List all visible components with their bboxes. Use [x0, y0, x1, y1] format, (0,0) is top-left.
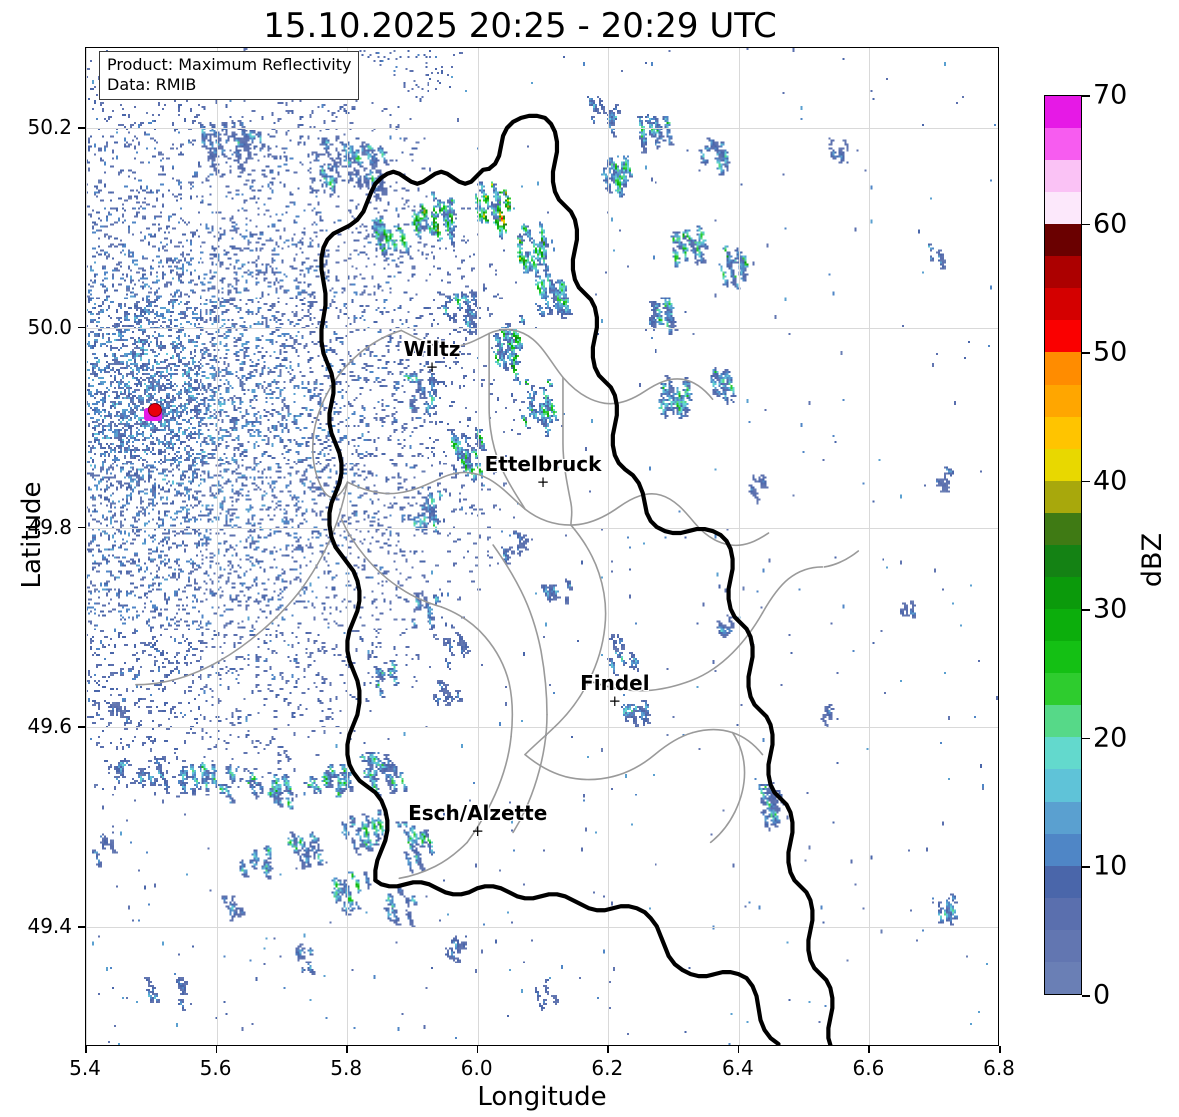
colorbar-band — [1045, 127, 1081, 160]
y-tick-mark — [78, 926, 85, 928]
colorbar-gradient-strip — [1045, 95, 1081, 994]
x-tick-mark — [737, 1046, 740, 1053]
x-tick-label: 6.6 — [852, 1056, 885, 1080]
gridline-horizontal — [86, 727, 998, 728]
map-canvas-inner: Wiltz + Ettelbruck + Findel + Esch/Alzette + — [86, 48, 998, 1045]
colorbar-band — [1045, 705, 1081, 738]
gridline-horizontal — [86, 128, 998, 129]
y-tick-mark — [78, 326, 85, 329]
colorbar-band — [1045, 512, 1081, 545]
y-tick-label: 50.0 — [27, 314, 72, 339]
gridline-vertical — [347, 48, 348, 1045]
colorbar-tick-label: 0 — [1093, 979, 1111, 1011]
colorbar-band — [1045, 576, 1081, 610]
x-tick-label: 6.0 — [460, 1056, 493, 1080]
x-tick-mark — [215, 1046, 218, 1053]
figure-title: 15.10.2025 20:25 - 20:29 UTC — [263, 6, 777, 46]
colorbar-tick-label: 10 — [1093, 850, 1128, 882]
x-tick-mark — [868, 1046, 871, 1053]
colorbar-band — [1045, 737, 1081, 770]
colorbar-tick-mark — [1082, 95, 1090, 97]
map-plot-area[interactable]: Wiltz + Ettelbruck + Findel + Esch/Alzette + — [85, 47, 999, 1046]
y-tick-label: 49.8 — [27, 514, 72, 539]
y-axis-label: Latitude — [17, 481, 47, 589]
colorbar-band — [1045, 288, 1081, 321]
colorbar-band — [1045, 192, 1081, 225]
colorbar-band — [1045, 609, 1081, 642]
x-tick-label: 6.2 — [591, 1056, 624, 1080]
colorbar-tick-mark — [1082, 352, 1090, 354]
colorbar-band — [1045, 352, 1081, 385]
colorbar-tick-mark — [1082, 995, 1090, 997]
x-tick-mark — [999, 1046, 1001, 1053]
info-data-line: Data: RMIB — [107, 75, 197, 94]
gridline-horizontal — [86, 328, 998, 329]
colorbar-band — [1045, 833, 1081, 866]
gridline-vertical — [739, 48, 740, 1045]
x-tick-label: 5.4 — [69, 1056, 101, 1080]
colorbar-tick-label: 70 — [1093, 79, 1128, 111]
gridline-vertical — [86, 48, 87, 1045]
national-borders — [319, 113, 835, 1045]
gridline-vertical — [869, 48, 870, 1045]
radar-site-marker[interactable] — [143, 402, 166, 423]
x-tick-mark — [346, 1046, 348, 1053]
colorbar-band — [1045, 480, 1081, 513]
y-tick-mark — [78, 126, 85, 129]
x-tick-mark — [476, 1046, 479, 1053]
product-info-box: Product: Maximum Reflectivity Data: RMIB — [99, 51, 360, 100]
colorbar-tick-label: 20 — [1093, 722, 1128, 754]
x-tick-mark — [85, 1046, 87, 1053]
colorbar-tick-mark — [1082, 223, 1090, 226]
colorbar-tick-label: 50 — [1093, 336, 1128, 368]
colorbar-band — [1045, 159, 1081, 193]
y-tick-label: 50.2 — [27, 114, 72, 139]
colorbar-tick-mark — [1082, 609, 1090, 611]
colorbar-band — [1045, 320, 1081, 353]
gridline-vertical — [608, 48, 609, 1045]
y-tick-mark — [78, 726, 85, 728]
gridline-horizontal — [86, 927, 998, 928]
colorbar-band — [1045, 95, 1081, 128]
x-tick-label: 6.4 — [721, 1056, 754, 1080]
colorbar-tick-mark — [1082, 866, 1090, 869]
colorbar-band — [1045, 897, 1081, 930]
colorbar-band — [1045, 384, 1081, 417]
colorbar-band — [1045, 224, 1081, 257]
y-tick-label: 49.4 — [27, 914, 72, 939]
x-tick-label: 5.6 — [199, 1056, 232, 1080]
x-tick-label: 6.8 — [983, 1056, 1015, 1080]
info-product-line: Product: Maximum Reflectivity — [107, 55, 352, 74]
colorbar-tick-label: 30 — [1093, 593, 1128, 625]
colorbar-tick-label: 60 — [1093, 208, 1128, 240]
gridline-horizontal — [86, 528, 998, 529]
colorbar-tick-mark — [1082, 737, 1090, 740]
colorbar-tick-mark — [1082, 480, 1090, 483]
colorbar-band — [1045, 929, 1081, 962]
y-tick-mark — [78, 526, 85, 529]
gridline-vertical — [478, 48, 479, 1045]
colorbar-title: dBZ — [1137, 532, 1168, 588]
y-tick-label: 49.6 — [27, 714, 72, 739]
colorbar-band — [1045, 416, 1081, 449]
colorbar[interactable] — [1044, 95, 1082, 995]
x-axis-label: Longitude — [477, 1082, 607, 1112]
colorbar-band — [1045, 256, 1081, 289]
radar-site-dot — [147, 402, 162, 417]
colorbar-tick-label: 40 — [1093, 465, 1128, 497]
colorbar-band — [1045, 641, 1081, 674]
radar-reflectivity-layer — [86, 48, 998, 1045]
colorbar-band — [1045, 961, 1081, 994]
gridline-vertical — [217, 48, 218, 1045]
colorbar-band — [1045, 448, 1081, 481]
x-tick-label: 5.8 — [330, 1056, 363, 1080]
administrative-boundaries — [135, 328, 860, 880]
colorbar-band — [1045, 544, 1081, 577]
colorbar-band — [1045, 673, 1081, 706]
colorbar-band — [1045, 769, 1081, 802]
colorbar-band — [1045, 865, 1081, 898]
x-tick-mark — [607, 1046, 609, 1053]
colorbar-band — [1045, 801, 1081, 834]
